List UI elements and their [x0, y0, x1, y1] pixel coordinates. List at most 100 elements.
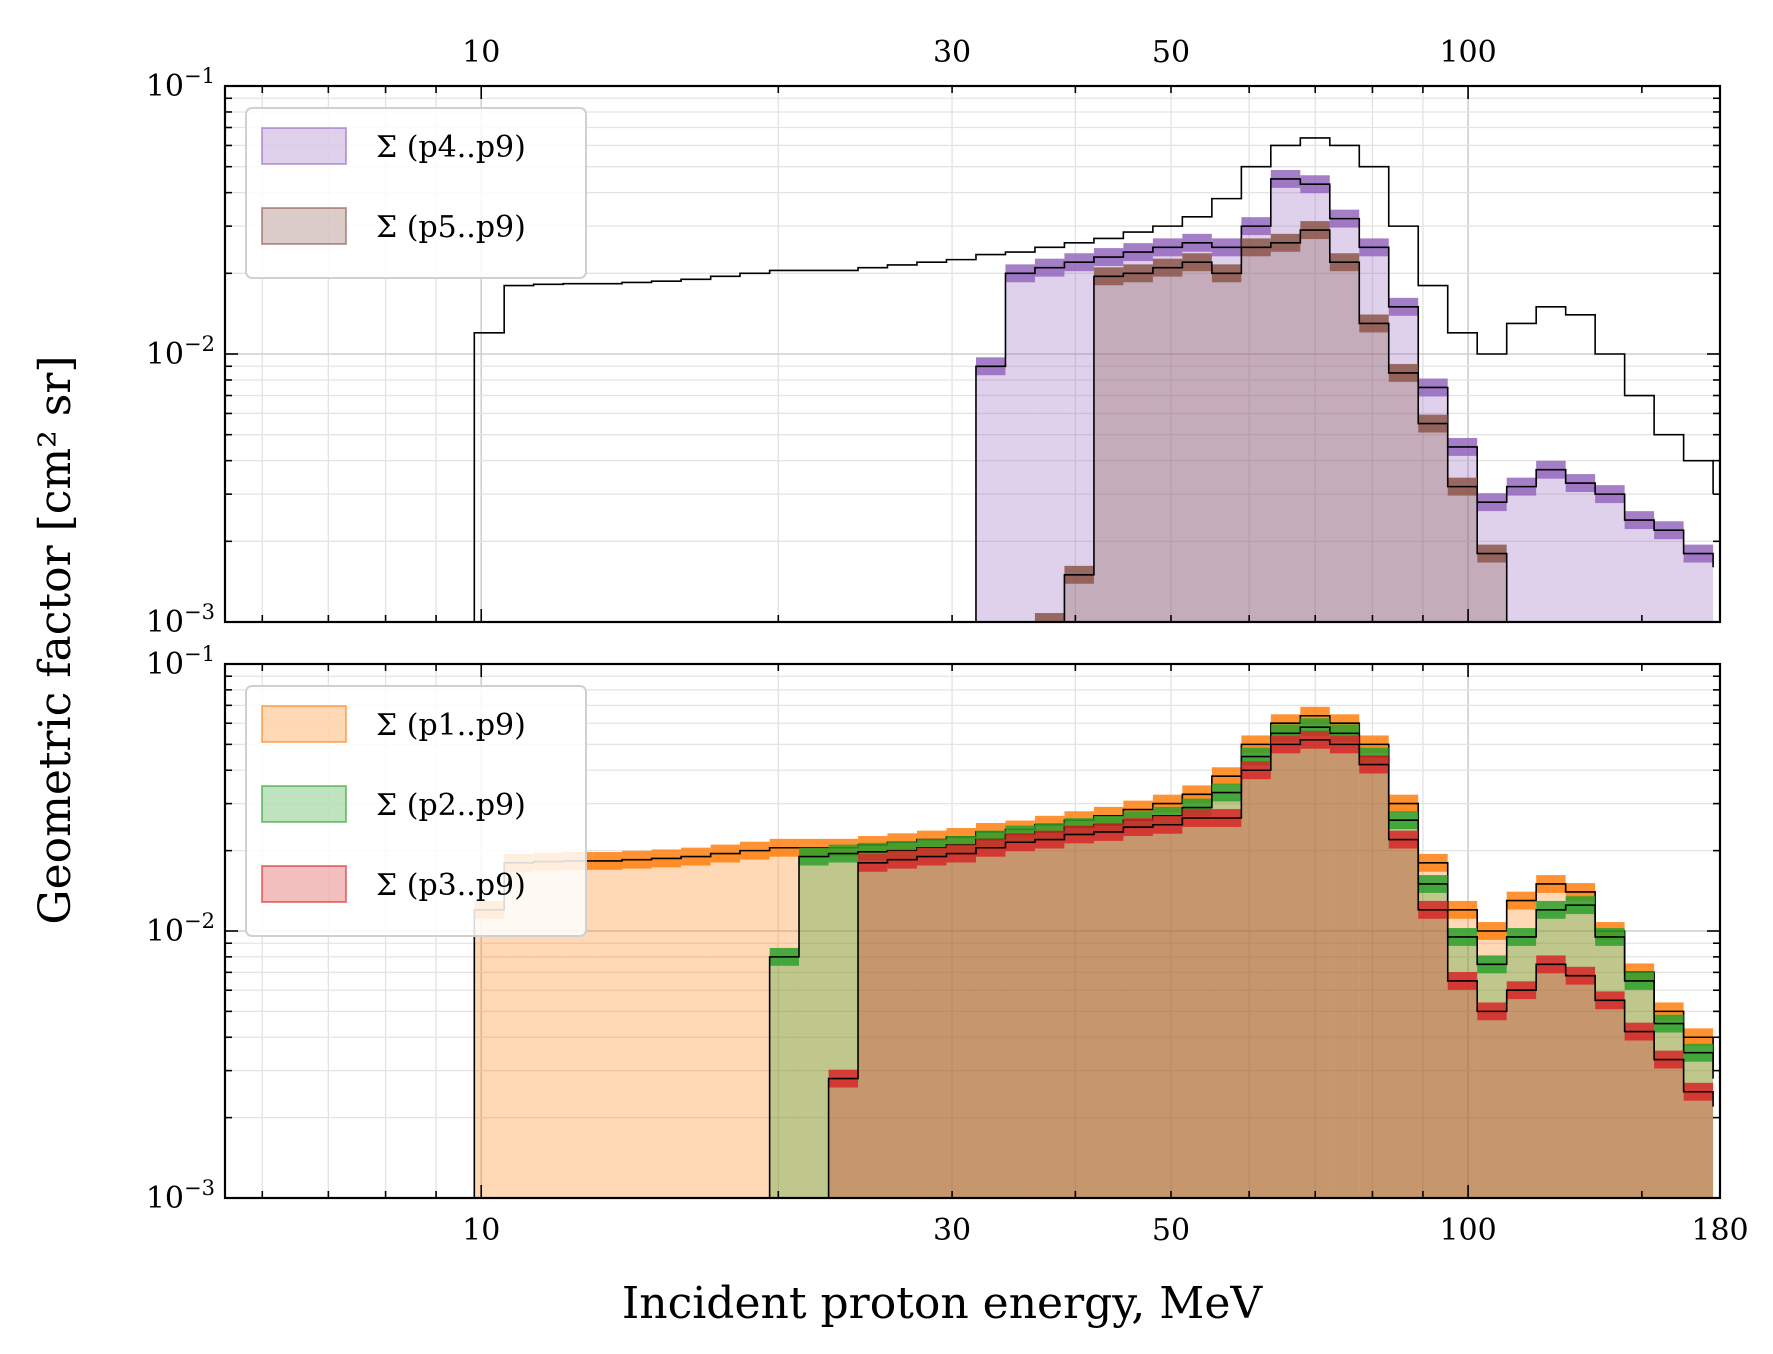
bottom-legend-swatch [261, 865, 347, 903]
top-series--p4-p9- [975, 169, 1714, 622]
top-top-tick-label: 50 [1152, 35, 1190, 70]
bottom-bar [1241, 744, 1271, 1198]
top-bar [1595, 494, 1625, 622]
bottom-bar [946, 853, 976, 1198]
top-legend-label: Σ (p4..p9) [376, 130, 526, 165]
top-bar [1300, 184, 1330, 622]
bottom-bar [1624, 980, 1655, 1198]
top-legend-label: Σ (p5..p9) [376, 210, 526, 245]
top-bar [1536, 469, 1566, 622]
bottom-legend-label: Σ (p3..p9) [376, 868, 526, 903]
top-bar [1093, 257, 1124, 622]
bottom-bar [1182, 807, 1212, 1198]
bottom-bar [1152, 824, 1183, 1198]
bottom-bar [1093, 815, 1124, 1198]
bottom-bar [1388, 820, 1419, 1198]
top-top-tick-label: 100 [1439, 35, 1496, 70]
top-bar [1123, 273, 1153, 622]
bottom-bar [1359, 764, 1389, 1198]
bottom-bar [1270, 723, 1301, 1198]
bottom-bar [1034, 839, 1065, 1198]
bottom-bar [1300, 727, 1330, 1198]
bottom-bar [681, 856, 711, 1198]
bottom-bar [1005, 834, 1035, 1198]
bottom-bar [1565, 905, 1596, 1198]
bottom-bar [1388, 803, 1419, 1198]
top-bar [1447, 446, 1478, 622]
bottom-step-line [827, 739, 1714, 1198]
bottom-bar [474, 909, 505, 1198]
bottom-bar [1064, 834, 1094, 1198]
bottom-y-tick-label: 10−3 [146, 1176, 215, 1216]
bottom-bar [1329, 744, 1360, 1198]
bottom-bar [1123, 809, 1153, 1198]
bottom-bar [592, 860, 623, 1198]
bottom-bar [799, 856, 829, 1198]
top-plot-area [473, 137, 1714, 622]
bottom-bar [1388, 839, 1419, 1198]
top-bar [1182, 262, 1212, 622]
bottom-legend-box [245, 685, 587, 937]
top-bar [1329, 262, 1360, 622]
bottom-bar [1624, 972, 1655, 1198]
bottom-bar [622, 859, 652, 1198]
top-bar [1064, 262, 1094, 622]
bottom-y-tick-label: 10−1 [146, 642, 215, 682]
bottom-bar [1683, 1037, 1714, 1198]
top-bar [1241, 247, 1271, 622]
bottom-bar [1329, 733, 1360, 1198]
bottom-bar [1683, 1052, 1714, 1198]
bottom-bar [1595, 1000, 1625, 1198]
bottom-bar [1447, 980, 1478, 1198]
top-bar [1241, 226, 1271, 622]
bottom-bar [975, 847, 1006, 1198]
bottom-bar [1506, 990, 1537, 1198]
top-series-total [473, 137, 1714, 622]
x-axis-label: Incident proton energy, MeV [622, 1278, 1264, 1329]
top-panel: 10−1 10−2 10−3 10 30 50 100 Σ (p4..p9) Σ (p5..p9… [146, 35, 1722, 640]
bottom-x-tick-label: 100 [1439, 1213, 1496, 1248]
bottom-legend-swatch [261, 785, 347, 823]
bottom-bar [858, 844, 888, 1198]
top-bar [1152, 267, 1183, 622]
bottom-bar [1093, 831, 1124, 1198]
bottom-bar [1034, 824, 1065, 1198]
bottom-bar [858, 862, 888, 1198]
bottom-ticks [225, 663, 1720, 1199]
bottom-x-tick-label: 10 [462, 1213, 500, 1248]
bottom-x-tick-label: 180 [1691, 1213, 1748, 1248]
bottom-bar [1654, 1059, 1684, 1198]
bottom-bar [1152, 803, 1183, 1198]
top-error-band [1034, 613, 1065, 622]
bottom-bar [1654, 1011, 1684, 1198]
top-bar [975, 366, 1006, 622]
y-axis-label: Geometric factor [cm² sr] [30, 355, 81, 924]
bottom-x-tick-label: 30 [933, 1213, 971, 1248]
top-bar [1388, 306, 1419, 622]
bottom-bar [975, 839, 1006, 1198]
bottom-bar [1123, 820, 1153, 1198]
bottom-bar [1270, 733, 1301, 1198]
bottom-bar [710, 853, 740, 1198]
bottom-bar [1211, 792, 1242, 1198]
bottom-bar [1595, 936, 1625, 1198]
top-legend: Σ (p4..p9) Σ (p5..p9) [245, 107, 587, 279]
bottom-bar [828, 853, 859, 1198]
top-bar [1211, 247, 1242, 622]
bottom-bar [769, 847, 800, 1198]
top-y-tick-label: 10−3 [146, 600, 215, 640]
bottom-bar [1064, 820, 1094, 1198]
top-step-line [975, 178, 1714, 622]
top-bar [1123, 252, 1153, 622]
top-bar [1683, 553, 1714, 622]
top-legend-swatch [261, 207, 347, 245]
bottom-bar [1536, 964, 1566, 1198]
bottom-bar [1477, 931, 1507, 1198]
bottom-bar [975, 831, 1006, 1198]
top-bar [1300, 230, 1330, 622]
bottom-bar [1624, 1031, 1655, 1198]
bottom-bar [1447, 909, 1478, 1198]
bottom-bar [1477, 1011, 1507, 1198]
bottom-bar [1064, 827, 1094, 1198]
